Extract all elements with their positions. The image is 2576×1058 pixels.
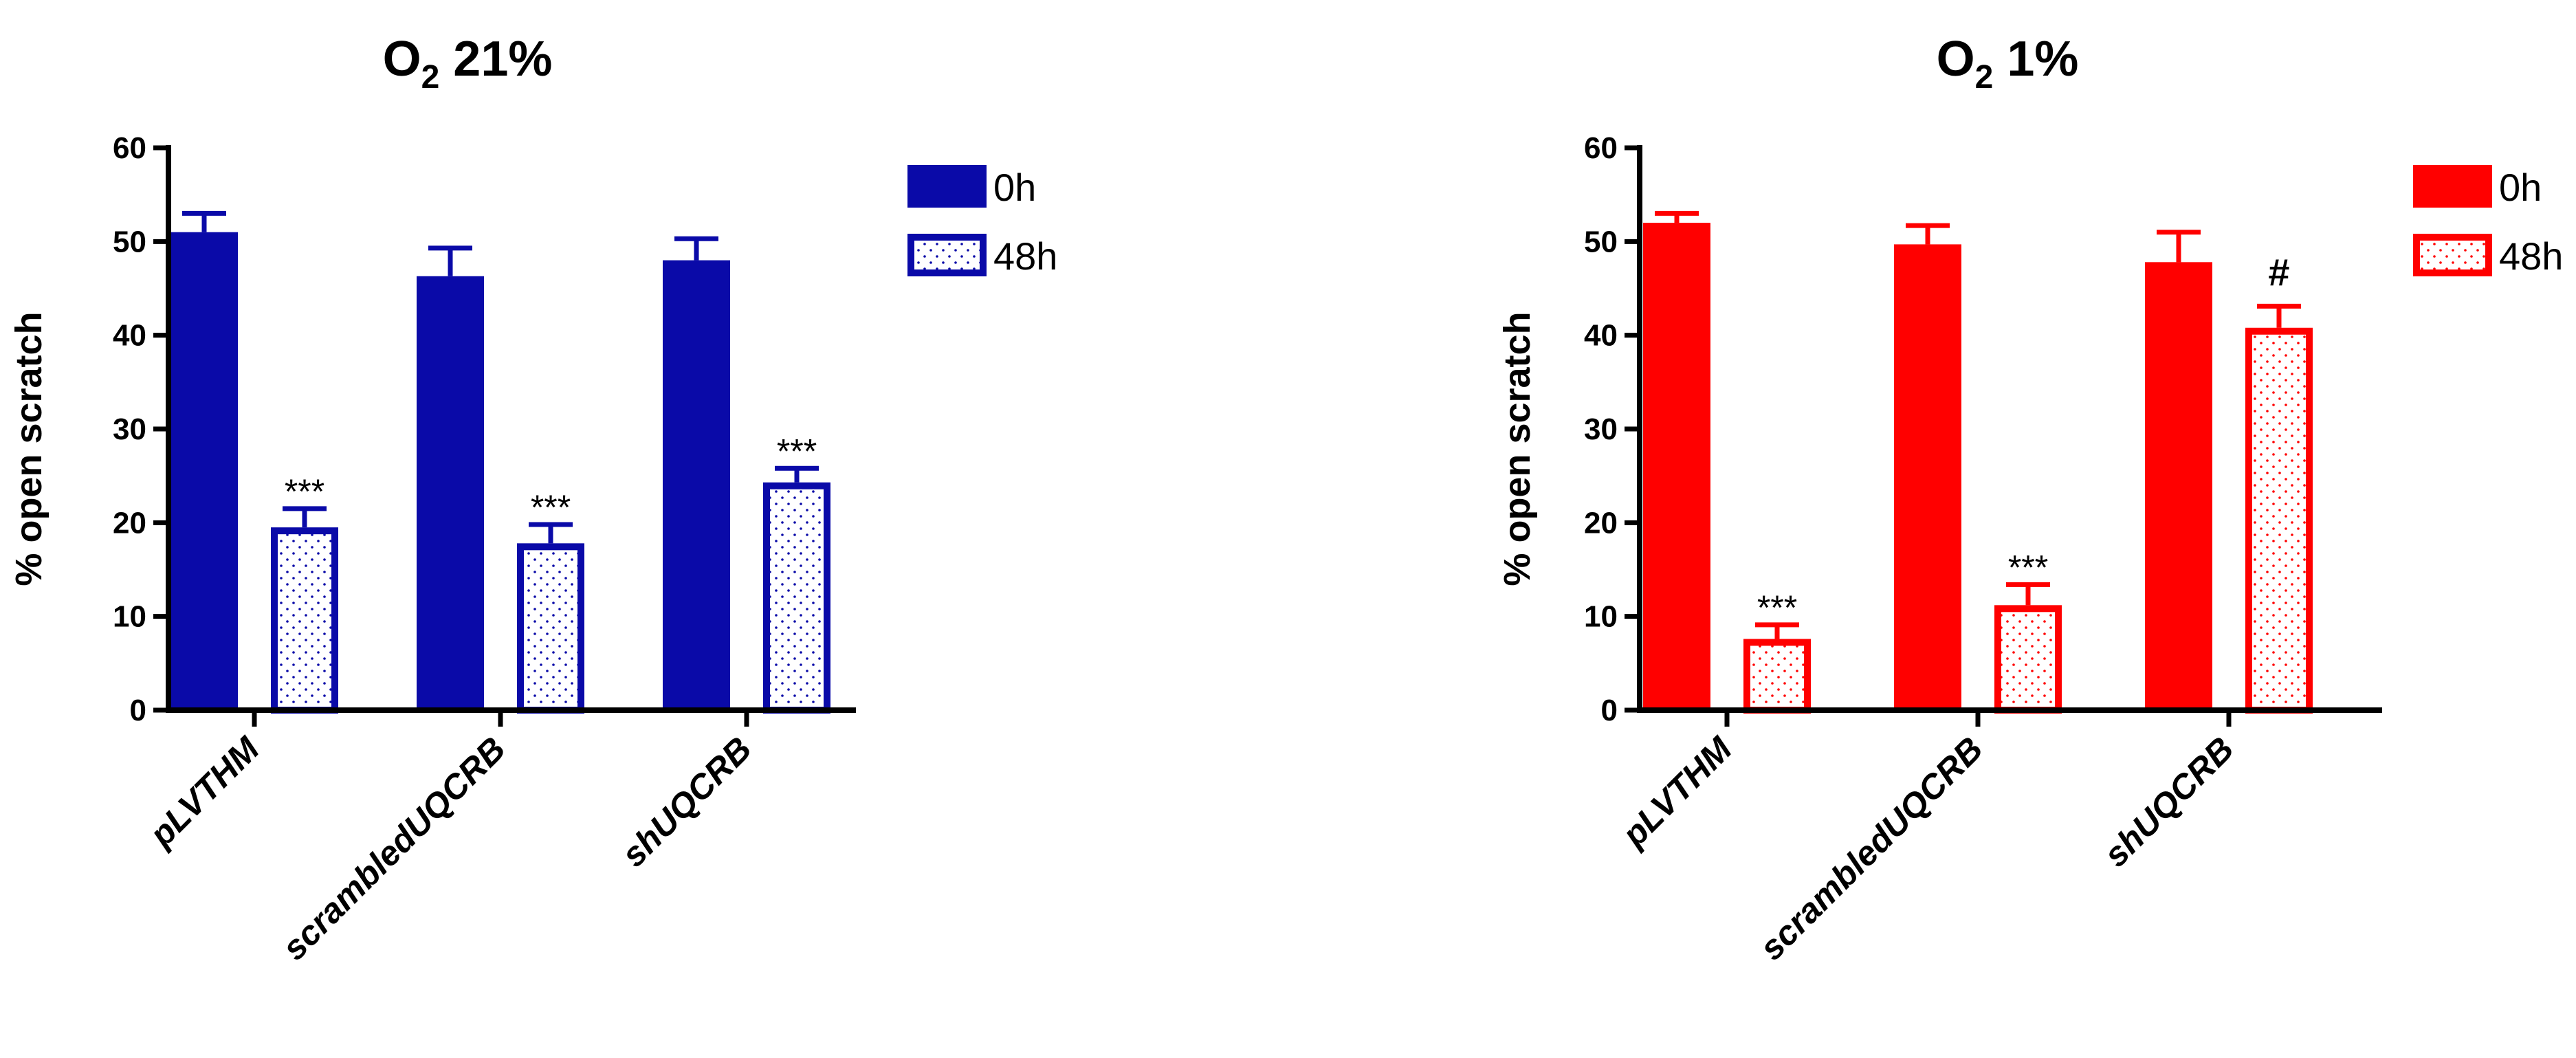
x-tick-label: shUQCRB	[2096, 729, 2241, 874]
legend-swatch-0h	[2413, 165, 2492, 208]
bars	[170, 232, 830, 714]
bar-48h-scrambledUQCRB	[517, 543, 584, 714]
y-axis-label: % open scratch	[8, 311, 49, 586]
y-tick-label: 0	[130, 694, 146, 727]
legend-swatch-48h	[907, 234, 987, 276]
y-tick-label: 30	[1584, 412, 1618, 446]
x-tick-label: pLVTHM	[1614, 729, 1739, 855]
y-tick-labels: 0 10 20 30 40 50 60	[113, 131, 146, 727]
axes	[1625, 145, 2382, 727]
legend-label-48h: 48h	[993, 234, 1057, 278]
bar-48h-shUQCRB	[763, 482, 830, 714]
bars	[1643, 223, 2313, 714]
legend-swatch-0h	[907, 165, 987, 208]
x-tick-label: scrambledUQCRB	[275, 729, 513, 967]
bar-48h-pLVTHM	[1743, 639, 1811, 714]
y-tick-label: 60	[113, 131, 146, 165]
bar-0h-shUQCRB	[2145, 262, 2212, 710]
significance-label: ***	[2008, 548, 2048, 586]
bar-0h-pLVTHM	[1643, 223, 1710, 711]
y-tick-label: 10	[1584, 600, 1618, 634]
significance-label: ***	[777, 432, 817, 470]
significance-annotations: *** *** #	[1757, 250, 2290, 627]
y-tick-label: 40	[113, 319, 146, 353]
significance-label: ***	[1757, 588, 1797, 627]
y-tick-label: 50	[113, 225, 146, 258]
error-bars	[182, 210, 819, 544]
x-tick-label: scrambledUQCRB	[1752, 729, 1990, 967]
significance-label: ***	[285, 472, 324, 511]
y-tick-label: 60	[1584, 131, 1618, 165]
axes	[153, 145, 856, 727]
legend: 0h 48h	[2413, 165, 2563, 278]
y-axis-label: % open scratch	[1497, 311, 1538, 586]
chart-title: O2 21%	[383, 32, 553, 96]
y-tick-label: 50	[1584, 225, 1618, 258]
y-tick-label: 30	[113, 412, 146, 446]
significance-label: #	[2268, 250, 2289, 294]
x-tick-label: pLVTHM	[141, 729, 267, 855]
y-tick-labels: 0 10 20 30 40 50 60	[1584, 131, 1618, 727]
y-tick-label: 20	[1584, 506, 1618, 540]
bar-0h-scrambledUQCRB	[1894, 244, 1961, 710]
bar-0h-pLVTHM	[170, 232, 238, 710]
chart-title: O2 1%	[1937, 32, 2079, 96]
y-tick-label: 20	[113, 506, 146, 540]
legend-label-0h: 0h	[2499, 166, 2542, 209]
bar-48h-shUQCRB	[2245, 327, 2313, 714]
bar-0h-scrambledUQCRB	[417, 276, 484, 710]
legend-label-0h: 0h	[993, 166, 1036, 209]
error-bars	[1655, 210, 2301, 639]
legend-swatch-48h	[2413, 234, 2492, 276]
y-tick-label: 40	[1584, 319, 1618, 353]
legend: 0h 48h	[907, 165, 1057, 278]
x-tick-labels: pLVTHM scrambledUQCRB shUQCRB	[141, 729, 758, 967]
x-tick-labels: pLVTHM scrambledUQCRB shUQCRB	[1614, 729, 2241, 967]
significance-annotations: *** *** ***	[285, 432, 817, 527]
bar-48h-pLVTHM	[271, 527, 338, 714]
y-tick-label: 0	[1601, 694, 1618, 727]
y-tick-label: 10	[113, 600, 146, 634]
bar-48h-scrambledUQCRB	[1994, 605, 2062, 714]
significance-label: ***	[531, 488, 571, 527]
legend-label-48h: 48h	[2499, 234, 2563, 278]
x-tick-label: shUQCRB	[614, 729, 758, 874]
bar-0h-shUQCRB	[663, 260, 730, 711]
